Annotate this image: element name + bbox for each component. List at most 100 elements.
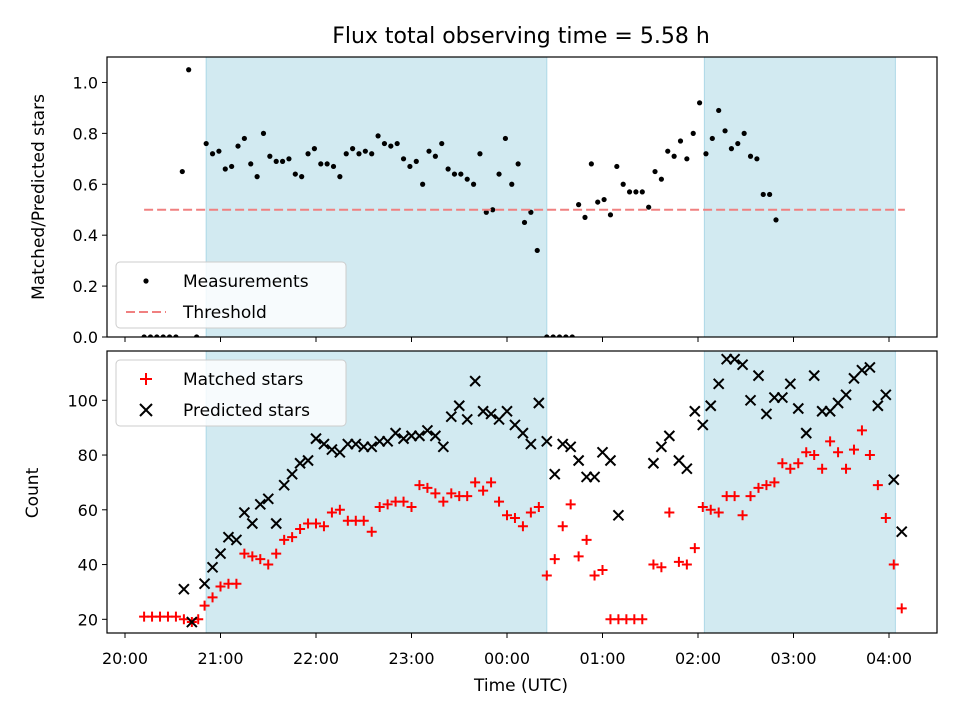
- matched-star-point: [872, 480, 883, 491]
- predicted-star-point: [310, 432, 322, 445]
- predicted-star-point: [445, 411, 457, 423]
- measurement-point: [413, 158, 419, 164]
- matched-star-point: [446, 488, 457, 499]
- measurement-point: [292, 171, 298, 177]
- measurement-point: [147, 334, 154, 337]
- matched-star-point: [438, 496, 449, 507]
- measurement-point: [767, 191, 773, 198]
- measurement-point: [166, 334, 173, 337]
- x-tick-label: 03:00: [770, 649, 816, 668]
- x-tick-label: 04:00: [866, 649, 912, 668]
- matched-star-point: [398, 496, 409, 507]
- measurement-point: [388, 143, 394, 149]
- predicted-star-point: [647, 457, 660, 469]
- measurement-point: [607, 212, 614, 218]
- measurement-point: [684, 156, 690, 162]
- matched-star-point: [207, 592, 218, 603]
- predicted-star-point: [800, 427, 812, 439]
- predicted-star-point: [705, 400, 717, 412]
- matched-star-point: [801, 447, 812, 458]
- predicted-star-point: [178, 583, 190, 595]
- measurement-point: [703, 151, 709, 157]
- matched-star-point: [745, 491, 756, 502]
- predicted-star-point: [564, 441, 577, 453]
- measurement-point: [362, 148, 368, 154]
- measurement-point: [194, 334, 200, 337]
- predicted-star-point: [689, 405, 701, 417]
- measurement-point: [544, 334, 550, 337]
- axes-frame: [106, 56, 938, 338]
- matched-star-point: [841, 463, 852, 474]
- y-tick-label: 0.4: [73, 226, 98, 245]
- matched-star-point: [864, 450, 875, 461]
- predicted-star-point: [461, 413, 473, 426]
- matched-star-point: [470, 477, 481, 488]
- predicted-star-point: [760, 408, 773, 420]
- measurement-point: [582, 214, 588, 220]
- matched-star-point: [761, 480, 772, 491]
- measurement-point: [677, 138, 684, 144]
- matched-star-point: [713, 507, 724, 518]
- top-panel: 0.0 0.2 0.4 0.6 0.8 1.0 Measurements Threshold: [73, 56, 938, 347]
- measurement-point: [432, 153, 438, 159]
- measurement-point: [235, 143, 241, 149]
- matched-star-point: [573, 551, 584, 562]
- matched-star-point: [239, 548, 250, 559]
- y-tick-label: 1.0: [73, 73, 98, 92]
- predicted-star-point: [655, 441, 668, 453]
- measurement-point: [400, 156, 407, 162]
- measurement-point: [509, 181, 515, 187]
- predicted-star-point: [437, 441, 450, 453]
- y-tick-label: 20: [78, 610, 98, 629]
- measurement-point: [375, 133, 381, 139]
- measurement-point: [741, 130, 747, 136]
- measurement-point: [477, 151, 483, 157]
- y-tick-label: 0.6: [73, 175, 98, 194]
- matched-star-point: [557, 521, 568, 532]
- measurement-point: [279, 158, 286, 164]
- measurement-point: [652, 168, 658, 175]
- measurement-point: [356, 151, 362, 157]
- measurement-point: [690, 130, 696, 136]
- predicted-star-point: [206, 561, 219, 573]
- matched-star-point: [705, 504, 716, 515]
- predicted-star-point: [198, 578, 211, 590]
- measurement-point: [343, 151, 349, 157]
- predicted-star-point: [752, 369, 765, 382]
- matched-star-point: [689, 543, 700, 554]
- measurement-point: [273, 158, 279, 164]
- matched-star-point: [231, 578, 242, 589]
- measurement-point: [173, 334, 179, 337]
- legend-label: Threshold: [182, 303, 267, 323]
- predicted-star-point: [840, 389, 852, 401]
- measurement-point: [496, 171, 502, 177]
- x-tick-label: 22:00: [293, 649, 339, 668]
- matched-star-point: [833, 447, 844, 458]
- measurement-point: [534, 247, 540, 254]
- matched-star-point: [295, 523, 306, 534]
- matched-star-point: [358, 515, 369, 526]
- predicted-star-point: [254, 498, 266, 511]
- predicted-star-point: [421, 424, 434, 437]
- matched-star-point: [287, 532, 298, 543]
- x-axis-ticks: 20:00 21:00 22:00 23:00 00:00 01:00 02:00 03:00…: [102, 649, 912, 668]
- chart-title: Flux total observing time = 5.58 h: [332, 24, 710, 49]
- x-tick-label: 23:00: [388, 649, 434, 668]
- predicted-star-point: [776, 391, 789, 404]
- measurement-point: [394, 140, 400, 147]
- measurement-point: [350, 146, 356, 152]
- y-tick-label: 0.0: [73, 328, 98, 347]
- predicted-star-point: [294, 457, 306, 469]
- predicted-star-point: [888, 473, 900, 486]
- predicted-star-point: [238, 506, 251, 519]
- legend: Matched stars Predicted stars: [115, 359, 347, 427]
- measurement-point: [299, 174, 305, 180]
- matched-star-point: [673, 556, 684, 567]
- predicted-star-point: [429, 430, 442, 442]
- matched-star-point: [215, 581, 226, 592]
- matched-star-point: [334, 504, 345, 515]
- measurement-point: [254, 174, 260, 180]
- observing-window-band-2: [704, 351, 896, 633]
- predicted-star-point: [469, 375, 481, 387]
